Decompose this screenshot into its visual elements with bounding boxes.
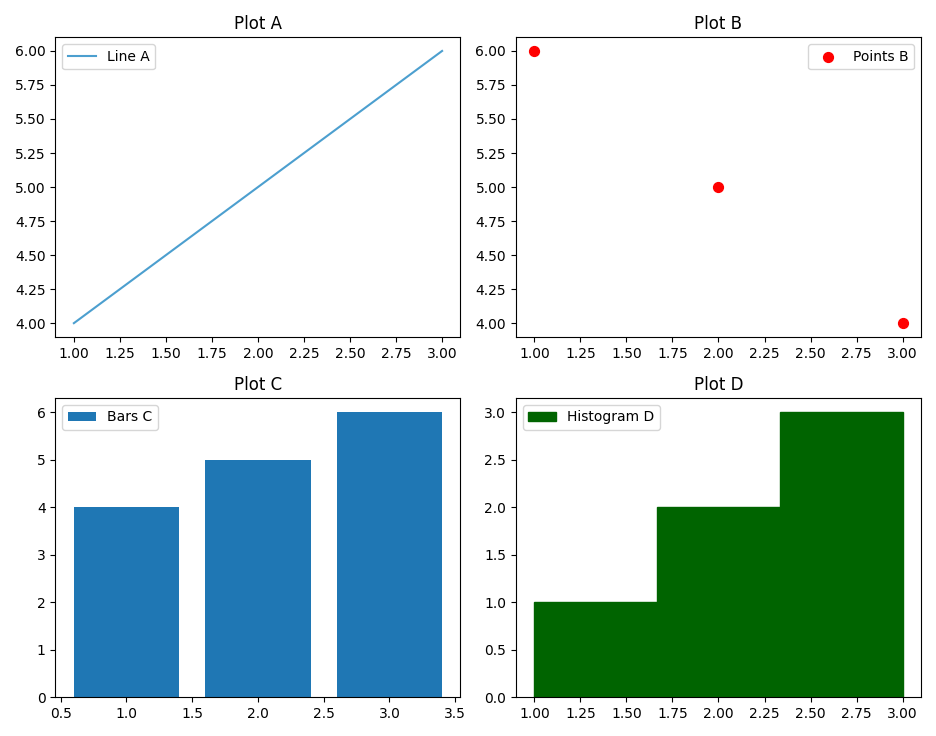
Title: Plot B: Plot B [695, 15, 742, 33]
Points B [895, 317, 910, 329]
Points B [711, 181, 726, 193]
Legend: Line A: Line A [63, 44, 155, 69]
Bar [657, 507, 780, 697]
Bar [205, 459, 311, 697]
Title: Plot D: Plot D [694, 375, 743, 394]
Bar [780, 412, 902, 697]
Legend: Histogram D: Histogram D [523, 405, 660, 430]
Bar [337, 412, 442, 697]
Title: Plot C: Plot C [234, 375, 282, 394]
Legend: Bars C: Bars C [63, 405, 157, 430]
Bar [74, 507, 179, 697]
Legend: Points B: Points B [809, 44, 914, 69]
Bar [534, 602, 657, 697]
Title: Plot A: Plot A [234, 15, 282, 33]
Points B [527, 45, 542, 57]
